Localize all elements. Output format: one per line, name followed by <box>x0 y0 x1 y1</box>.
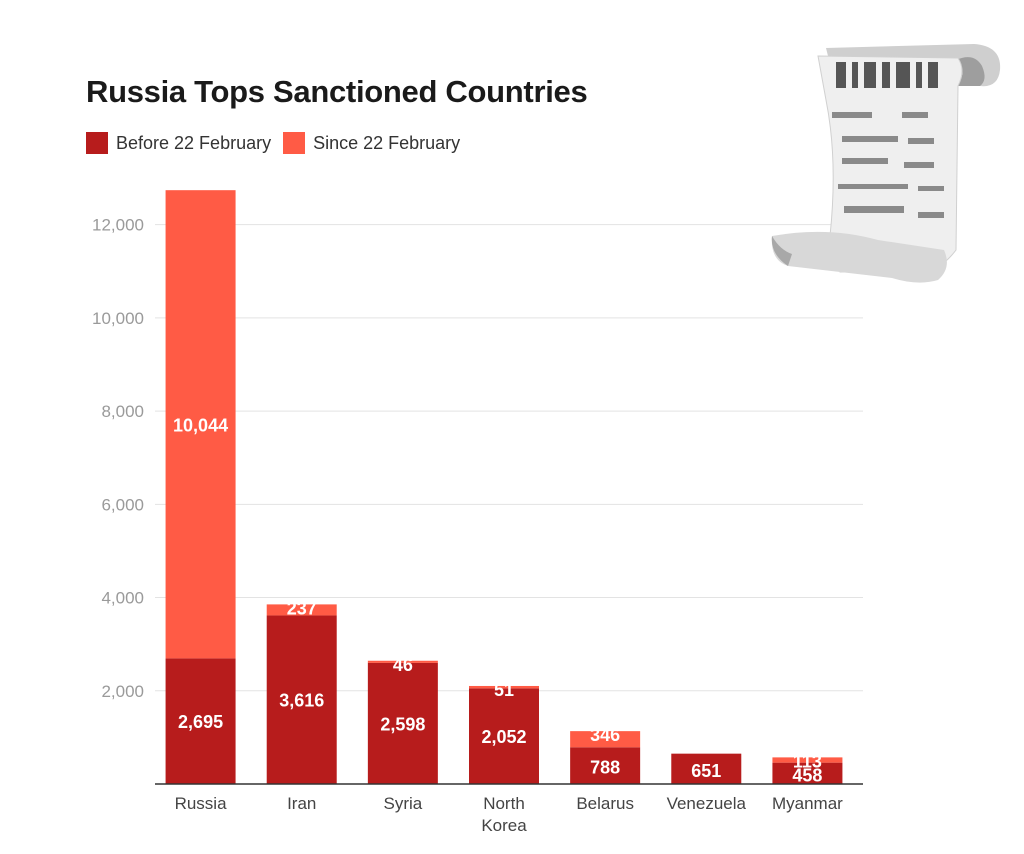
bar-before <box>772 762 843 784</box>
data-label-since: 10,044 <box>173 415 228 435</box>
data-label-before: 458 <box>792 765 822 785</box>
y-tick-label: 10,000 <box>92 309 144 328</box>
x-tick-label-line: Iran <box>287 794 316 813</box>
legend-label-since: Since 22 February <box>313 132 461 153</box>
data-label-since: 237 <box>287 598 317 618</box>
x-tick-label: Russia <box>175 794 228 813</box>
x-tick-label-line: Syria <box>383 794 422 813</box>
x-tick-label: Belarus <box>576 794 634 813</box>
y-tick-label: 2,000 <box>101 682 144 701</box>
y-axis: 2,000 4,000 6,000 8,000 10,000 12,000 <box>92 216 144 701</box>
x-tick-label-line: Korea <box>481 816 527 835</box>
chart-legend: Before 22 February Since 22 February <box>86 132 460 154</box>
bar-before <box>165 658 236 784</box>
y-tick-label: 8,000 <box>101 402 144 421</box>
chart-title: Russia Tops Sanctioned Countries <box>86 74 588 109</box>
data-label-before: 651 <box>691 761 721 781</box>
y-tick-label: 6,000 <box>101 495 144 514</box>
data-label-before: 788 <box>590 758 620 778</box>
bar-since <box>165 190 236 659</box>
x-tick-label: Venezuela <box>667 794 747 813</box>
bars: 2,695 10,044 3,616 237 2,598 46 2,052 51 788 346 6… <box>165 190 843 785</box>
data-label-before: 2,052 <box>481 727 526 747</box>
legend-item-before: Before 22 February <box>86 132 271 154</box>
gridlines <box>155 224 863 692</box>
data-label-since: 346 <box>590 725 620 745</box>
x-tick-label-line: Russia <box>175 794 228 813</box>
x-tick-label-line: North <box>483 794 525 813</box>
x-tick-label-line: Myanmar <box>772 794 843 813</box>
x-axis: Russia Iran Syria North Korea Belarus Venezuel… <box>155 783 863 835</box>
legend-swatch-since <box>283 132 306 154</box>
data-label-before: 3,616 <box>279 691 324 711</box>
x-tick-label-line: Venezuela <box>667 794 747 813</box>
legend-item-since: Since 22 February <box>283 132 460 154</box>
data-label-before: 2,598 <box>380 714 425 734</box>
bar-since <box>367 660 438 663</box>
receipt-icon <box>771 44 1001 283</box>
legend-label-before: Before 22 February <box>116 132 272 153</box>
data-label-before: 2,695 <box>178 712 223 732</box>
legend-swatch-before <box>86 132 108 154</box>
x-tick-label: Myanmar <box>772 794 843 813</box>
y-tick-label: 4,000 <box>101 589 144 608</box>
bar-since <box>772 757 843 763</box>
bar-before <box>367 662 438 784</box>
y-tick-label: 12,000 <box>92 216 144 235</box>
bar-since <box>266 604 337 616</box>
bar-before <box>266 615 337 784</box>
x-tick-label: Iran <box>287 794 316 813</box>
x-tick-label: North Korea <box>481 794 527 835</box>
bar-since <box>570 731 641 748</box>
bar-before <box>671 753 742 784</box>
bar-before <box>570 747 641 784</box>
x-tick-label-line: Belarus <box>576 794 634 813</box>
data-label-since: 113 <box>793 751 822 771</box>
data-label-since: 51 <box>494 680 514 700</box>
bar-since <box>469 685 539 689</box>
bar-before <box>469 688 539 784</box>
x-tick-label: Syria <box>383 794 422 813</box>
data-label-since: 46 <box>393 655 413 675</box>
